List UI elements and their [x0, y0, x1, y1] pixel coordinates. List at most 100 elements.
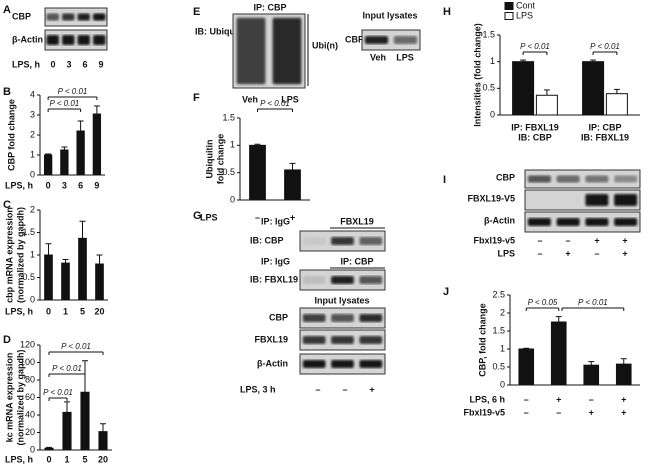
bar: [80, 391, 90, 451]
x-tick-label: 0: [46, 306, 51, 316]
band: [302, 360, 326, 368]
x-tick-label: –: [524, 394, 529, 404]
y-tick-label: 1.5: [482, 29, 495, 39]
label: FBXL19: [254, 334, 288, 344]
y-tick-label: 4: [30, 89, 35, 99]
band: [331, 237, 354, 245]
band: [272, 17, 302, 85]
bar: [60, 149, 69, 176]
label: β-Actin: [257, 358, 288, 368]
y-tick-label: 1.5: [222, 112, 235, 122]
panel-letter: I: [443, 174, 446, 186]
panel-letter: F: [193, 92, 200, 104]
bar: [95, 263, 104, 301]
band: [77, 35, 90, 45]
label: 0: [50, 59, 55, 69]
bar: [62, 411, 72, 451]
label: CBP: [269, 312, 288, 322]
legend-swatch: [504, 2, 514, 10]
band: [236, 17, 266, 85]
y-tick-label: 0.5: [482, 83, 495, 93]
band: [614, 218, 638, 226]
label: 6: [82, 59, 87, 69]
x-tick-label: –: [255, 212, 260, 222]
x-tick-label: IP: CBP: [588, 122, 621, 132]
band: [77, 13, 90, 21]
bar: [44, 447, 54, 451]
band: [93, 35, 106, 45]
x-tick-label: 3: [62, 180, 67, 190]
legend-swatch: [504, 12, 514, 20]
label: –: [342, 384, 347, 394]
panel-letter: A: [3, 4, 11, 16]
label: –: [537, 235, 542, 245]
y-tick-label: 0.5: [492, 361, 505, 371]
label: CBP: [496, 172, 515, 182]
panel-letter: C: [3, 199, 11, 211]
annotation: P < 0.01: [260, 99, 290, 108]
x-tick-label: –: [524, 407, 529, 417]
x-axis-label: LPS, h: [5, 180, 33, 190]
panel-letter: B: [3, 86, 11, 98]
band: [364, 36, 389, 44]
y-axis-label: cbp mRNA expression: [4, 207, 14, 303]
label: IB: CBP: [250, 235, 284, 245]
bar: [605, 93, 628, 116]
label: IP: IgG: [261, 256, 290, 266]
x-tick-label: 5: [80, 306, 85, 316]
label: IP: IgG: [261, 216, 290, 226]
band: [46, 35, 59, 45]
annotation: P < 0.01: [520, 42, 550, 51]
label: IB: Ubiquitin: [195, 26, 249, 36]
blot: [44, 7, 108, 27]
label: –: [565, 235, 570, 245]
band: [62, 35, 75, 45]
band: [331, 336, 354, 344]
y-axis-label: CBP fold change: [6, 99, 16, 171]
row-label: Fbxl19-v5: [463, 407, 505, 417]
annotation: P < 0.01: [50, 99, 80, 108]
bar: [582, 61, 605, 116]
annotation: P < 0.01: [43, 388, 73, 397]
panel-letter: J: [443, 286, 449, 298]
annotation: P < 0.01: [61, 342, 91, 351]
bar: [583, 364, 600, 386]
bar: [284, 169, 301, 201]
bar: [98, 431, 108, 451]
y-tick-label: 1: [230, 140, 235, 150]
x-tick-label: 9: [94, 180, 99, 190]
y-tick-label: 0: [30, 169, 35, 179]
x-axis-label: LPS, h: [5, 306, 33, 316]
y-tick-label: 0.5: [222, 167, 235, 177]
x-tick-label: 0: [46, 454, 51, 464]
y-tick-label: 100: [20, 357, 35, 367]
y-tick-label: 1.5: [22, 227, 35, 237]
label: LPS: [396, 52, 414, 62]
label: CBP: [345, 34, 364, 44]
label: 9: [98, 59, 103, 69]
band: [393, 36, 418, 44]
label: IP: CBP: [253, 2, 286, 12]
x-tick-label: +: [589, 407, 594, 417]
x-tick-label: IB: FBXL19: [581, 132, 629, 142]
y-tick-label: 0: [500, 379, 505, 389]
band: [527, 218, 551, 226]
x-tick-label: +: [621, 394, 626, 404]
x-tick-label: 1: [63, 306, 68, 316]
label: –: [315, 384, 320, 394]
y-axis-label: CBP, fold change: [477, 303, 487, 376]
label: FBXL19-V5: [467, 193, 515, 203]
annotation: P < 0.01: [58, 87, 88, 96]
legend-label: LPS: [516, 10, 533, 20]
label: Ubi(n): [312, 40, 338, 50]
band: [331, 314, 354, 322]
panel-letter: D: [3, 334, 11, 346]
bar: [76, 130, 85, 176]
panel-letter: G: [193, 210, 202, 222]
x-tick-label: 6: [78, 180, 83, 190]
label: –: [594, 248, 599, 258]
label: Fbxl19-v5: [473, 235, 515, 245]
band: [614, 175, 638, 183]
y-tick-label: 80: [25, 374, 35, 384]
y-axis-label: (normalized by gapdh): [15, 349, 25, 445]
